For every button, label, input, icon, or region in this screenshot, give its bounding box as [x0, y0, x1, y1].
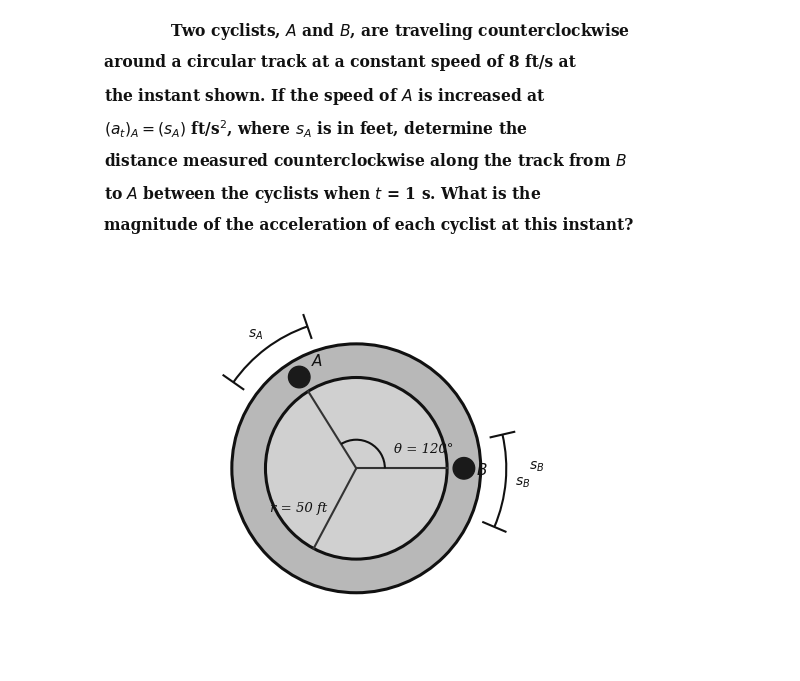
Text: r = 50 ft: r = 50 ft: [270, 502, 328, 515]
Text: Two cyclists, $\it{A}$ and $\it{B}$, are traveling counterclockwise: Two cyclists, $\it{A}$ and $\it{B}$, are…: [170, 21, 630, 42]
Text: $s_A$: $s_A$: [248, 328, 263, 343]
Text: $s_B$: $s_B$: [529, 459, 545, 473]
Text: $s_B$: $s_B$: [515, 475, 530, 490]
Text: magnitude of the acceleration of each cyclist at this instant?: magnitude of the acceleration of each cy…: [104, 217, 634, 234]
Circle shape: [453, 458, 474, 479]
Circle shape: [232, 344, 481, 592]
Text: $(\it{a_t})_A = (\it{s_A})$ ft/s$^2$, where $\it{s_A}$ is in feet, determine the: $(\it{a_t})_A = (\it{s_A})$ ft/s$^2$, wh…: [104, 119, 528, 140]
Text: θ = 120°: θ = 120°: [394, 443, 454, 456]
Text: to $\it{A}$ between the cyclists when $\it{t}$ = 1 s. What is the: to $\it{A}$ between the cyclists when $\…: [104, 184, 542, 205]
Text: $A$: $A$: [311, 353, 323, 369]
Text: $B$: $B$: [476, 462, 487, 478]
Text: around a circular track at a constant speed of 8 ft/s at: around a circular track at a constant sp…: [104, 54, 576, 71]
Circle shape: [289, 366, 310, 387]
Circle shape: [266, 377, 447, 559]
Text: distance measured counterclockwise along the track from $\it{B}$: distance measured counterclockwise along…: [104, 151, 627, 172]
Text: the instant shown. If the speed of $\it{A}$ is increased at: the instant shown. If the speed of $\it{…: [104, 86, 546, 107]
